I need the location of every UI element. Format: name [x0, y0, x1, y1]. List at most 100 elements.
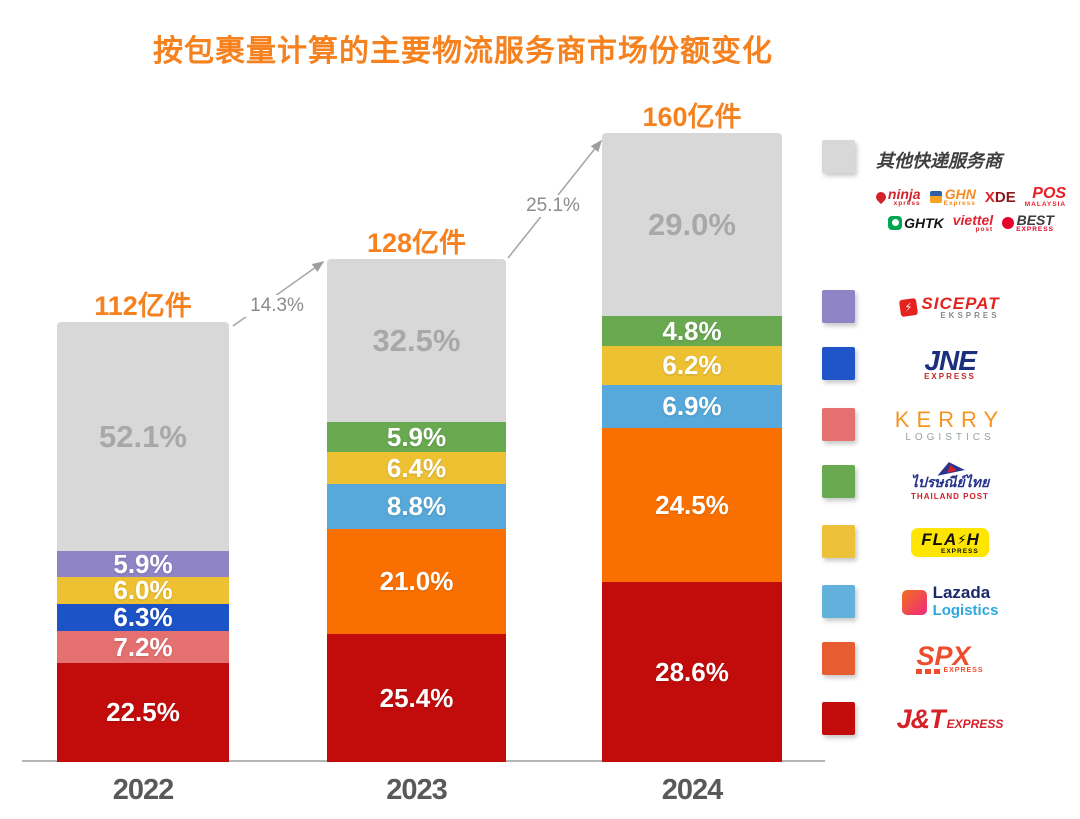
- logo-text: THAILAND POST: [911, 491, 989, 501]
- ghtk-face-icon: [888, 215, 903, 230]
- logo-text: EXPRESS: [924, 372, 976, 381]
- legend-swatch-jt: [822, 702, 855, 735]
- logo-text: JNE: [924, 344, 976, 376]
- logo-text: DE: [994, 188, 1016, 206]
- logo-text: EXPRESS: [946, 716, 1004, 731]
- total-label-2023: 128亿件: [366, 227, 467, 258]
- segment-2024-jtexpress: 28.6%: [602, 582, 782, 762]
- logo-text: GHTK: [904, 214, 944, 231]
- segment-label: 29.0%: [648, 206, 736, 242]
- sicepat-bolt-icon: ⚡: [899, 297, 919, 317]
- logo-sicepat: ⚡ SICEPAT EKSPRES: [870, 286, 1030, 328]
- growth-arrow-label-1: 14.3%: [245, 295, 309, 317]
- segment-label: 6.4%: [386, 453, 447, 484]
- logo-text: EXPRESS: [1016, 225, 1054, 233]
- logo-text: SPX: [916, 640, 971, 671]
- segment-label: 5.9%: [386, 422, 447, 453]
- logo-text: MALAYSIA: [1024, 201, 1067, 208]
- best-circle-icon: [1002, 216, 1015, 229]
- logo-text: LOGISTICS: [905, 431, 995, 443]
- logo-text: BEST: [1016, 211, 1054, 228]
- segment-2024-thailandpost: 4.8%: [602, 315, 782, 346]
- logo-text: GHN: [944, 186, 976, 202]
- other-logos-row: ninja xpress GHN Express X DE POS MALAYSIA: [866, 186, 1076, 209]
- segment-2022-: 52.1%: [57, 321, 229, 552]
- segment-2023-flashexpress: 6.4%: [327, 452, 506, 485]
- segment-2023-: 32.5%: [327, 258, 506, 423]
- flash-pill: FLA ⚡ H EXPRESS: [911, 527, 989, 557]
- segment-label: 6.2%: [662, 350, 722, 381]
- logo-text: FLA: [921, 529, 958, 549]
- segment-label: 7.2%: [113, 632, 173, 663]
- logo-text: J&T: [896, 703, 946, 734]
- logo-flash: FLA ⚡ H EXPRESS: [870, 521, 1030, 563]
- bar-2022: 22.5% 7.2% 6.3% 6.0% 5.9% 52.1%: [57, 321, 229, 762]
- chart-title: 按包裹量计算的主要物流服务商市场份额变化: [153, 35, 773, 68]
- logo-ghtk: GHTK: [888, 214, 944, 231]
- legend-swatch-thailandpost: [822, 465, 855, 498]
- segment-2024-flashexpress: 6.2%: [602, 345, 782, 385]
- segment-label: 6.3%: [113, 602, 173, 633]
- segment-2022-sicepatekspres: 5.9%: [57, 551, 229, 577]
- year-label-2024: 2024: [661, 774, 724, 806]
- logo-text: KERRY: [894, 406, 1006, 432]
- segment-label: 6.9%: [662, 391, 722, 422]
- segment-2023-lazadalogistics: 8.8%: [327, 484, 506, 529]
- segment-2024-spxexpress: 24.5%: [602, 428, 782, 583]
- logo-thailandpost: ไปรษณีย์ไทย THAILAND POST: [870, 459, 1030, 503]
- legend-swatch-kerry: [822, 408, 855, 441]
- segment-2022-flashexpress: 6.0%: [57, 575, 229, 606]
- legend-swatch-others: [822, 140, 855, 173]
- logo-jt: J&T EXPRESS: [870, 698, 1030, 740]
- bar-2023: 25.4% 21.0% 8.8% 6.4% 5.9% 32.5%: [327, 258, 506, 762]
- total-label-2024: 160亿件: [642, 102, 742, 133]
- segment-label: 6.0%: [113, 575, 173, 606]
- logo-text: X: [984, 188, 995, 206]
- logo-lazada: Lazada Logistics: [870, 581, 1030, 623]
- segment-label: 8.8%: [386, 491, 447, 522]
- spx-dash-icon: [916, 668, 941, 674]
- segment-label: 28.6%: [655, 657, 729, 688]
- other-logos-row: GHTK viettel post BEST EXPRESS: [866, 213, 1076, 234]
- total-label-2022: 112亿件: [94, 290, 192, 321]
- legend-label-others: 其他快递服务商: [876, 151, 1002, 171]
- logo-text: Lazada: [932, 583, 991, 603]
- legend-swatch-jne: [822, 347, 855, 380]
- segment-2024-: 29.0%: [602, 133, 782, 316]
- logo-text: H: [966, 529, 979, 549]
- logo-text: EKSPRES: [940, 310, 1000, 320]
- logo-text: EXPRESS: [943, 667, 984, 674]
- logo-text: Express: [943, 200, 976, 207]
- logo-jne: JNE EXPRESS: [870, 343, 1030, 385]
- segment-2023-thailandpost: 5.9%: [327, 422, 506, 453]
- segment-2022-jneexpress: 6.3%: [57, 602, 229, 633]
- legend-swatch-lazada: [822, 585, 855, 618]
- logo-spx: SPX EXPRESS: [870, 638, 1030, 680]
- legend-swatch-sicepat: [822, 290, 855, 323]
- segment-2023-jtexpress: 25.4%: [327, 634, 506, 762]
- logo-ninja: ninja xpress: [873, 187, 921, 208]
- logo-text: ไปรษณีย์ไทย: [910, 474, 990, 491]
- growth-arrow-label-2: 25.1%: [521, 195, 585, 217]
- logo-text: EXPRESS: [941, 547, 979, 555]
- logo-text: Logistics: [932, 602, 999, 620]
- logo-pos: POS MALAYSIA: [1025, 186, 1066, 209]
- lazada-heart-icon: [901, 589, 927, 615]
- logo-best: BEST EXPRESS: [1002, 213, 1054, 234]
- other-couriers-logos: ninja xpress GHN Express X DE POS MALAYSIA GHTK v…: [866, 186, 1076, 233]
- logo-text: POS: [1032, 185, 1067, 202]
- segment-label: 4.8%: [662, 315, 722, 346]
- segment-label: 52.1%: [99, 419, 187, 454]
- segment-label: 24.5%: [655, 490, 729, 521]
- segment-label: 5.9%: [113, 549, 173, 580]
- flash-bolt-icon: ⚡: [957, 531, 967, 547]
- segment-2023-spxexpress: 21.0%: [327, 528, 506, 635]
- logo-text: xpress: [893, 200, 921, 207]
- legend-swatch-flash: [822, 525, 855, 558]
- logo-ghn: GHN Express: [929, 186, 976, 208]
- segment-label: 25.4%: [379, 683, 454, 714]
- ghn-box-icon: [929, 191, 942, 204]
- bar-2024: 28.6% 24.5% 6.9% 6.2% 4.8% 29.0%: [602, 133, 782, 762]
- segment-2022-kerrylogistics: 7.2%: [57, 631, 229, 663]
